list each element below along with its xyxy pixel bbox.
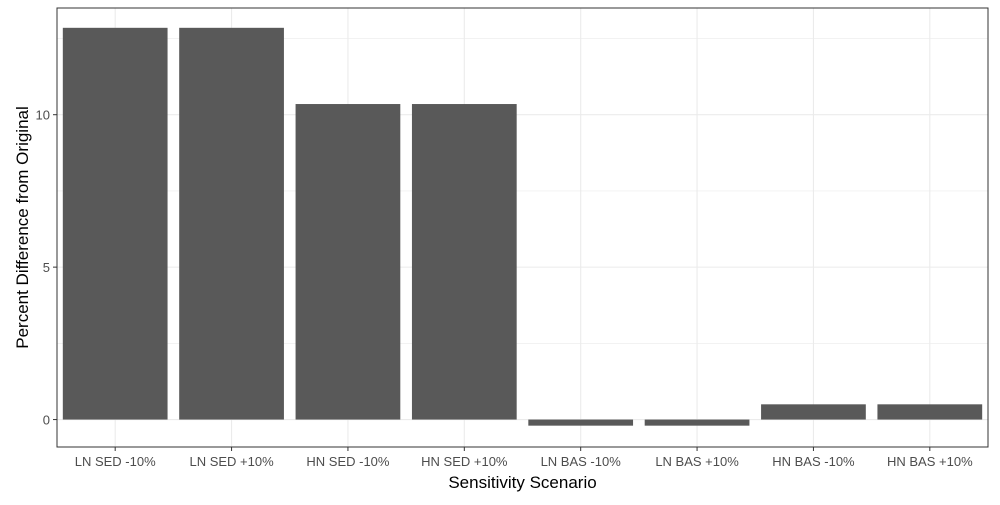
x-tick-label: LN BAS -10% xyxy=(541,454,622,469)
y-axis: 0 5 10 xyxy=(36,108,57,428)
bar-layer xyxy=(62,27,983,426)
panel-border xyxy=(56,7,989,448)
bar-hn-bas-10 xyxy=(761,404,866,420)
x-tick-label: HN BAS -10% xyxy=(772,454,855,469)
bar-hn-sed-10 xyxy=(411,104,517,420)
y-tick-label: 5 xyxy=(43,260,50,275)
y-axis-title: Percent Difference from Original xyxy=(13,106,32,349)
bar-ln-sed-10 xyxy=(62,27,168,420)
x-axis: LN SED -10% LN SED +10% HN SED -10% HN SED … xyxy=(75,447,973,469)
bar-ln-sed-10 xyxy=(179,27,284,420)
y-tick-label: 10 xyxy=(36,108,50,123)
bar-ln-bas-10 xyxy=(528,419,634,426)
y-tick-label: 0 xyxy=(43,413,50,428)
bar-hn-sed-10 xyxy=(295,104,401,420)
x-tick-label: LN SED -10% xyxy=(75,454,156,469)
x-axis-title: Sensitivity Scenario xyxy=(448,473,596,492)
x-tick-label: HN SED +10% xyxy=(421,454,508,469)
x-tick-label: HN SED -10% xyxy=(306,454,390,469)
bar-hn-bas-10 xyxy=(877,404,983,420)
x-tick-label: LN BAS +10% xyxy=(655,454,739,469)
bar-ln-bas-10 xyxy=(644,419,750,426)
x-tick-label: HN BAS +10% xyxy=(887,454,973,469)
x-tick-label: LN SED +10% xyxy=(189,454,274,469)
